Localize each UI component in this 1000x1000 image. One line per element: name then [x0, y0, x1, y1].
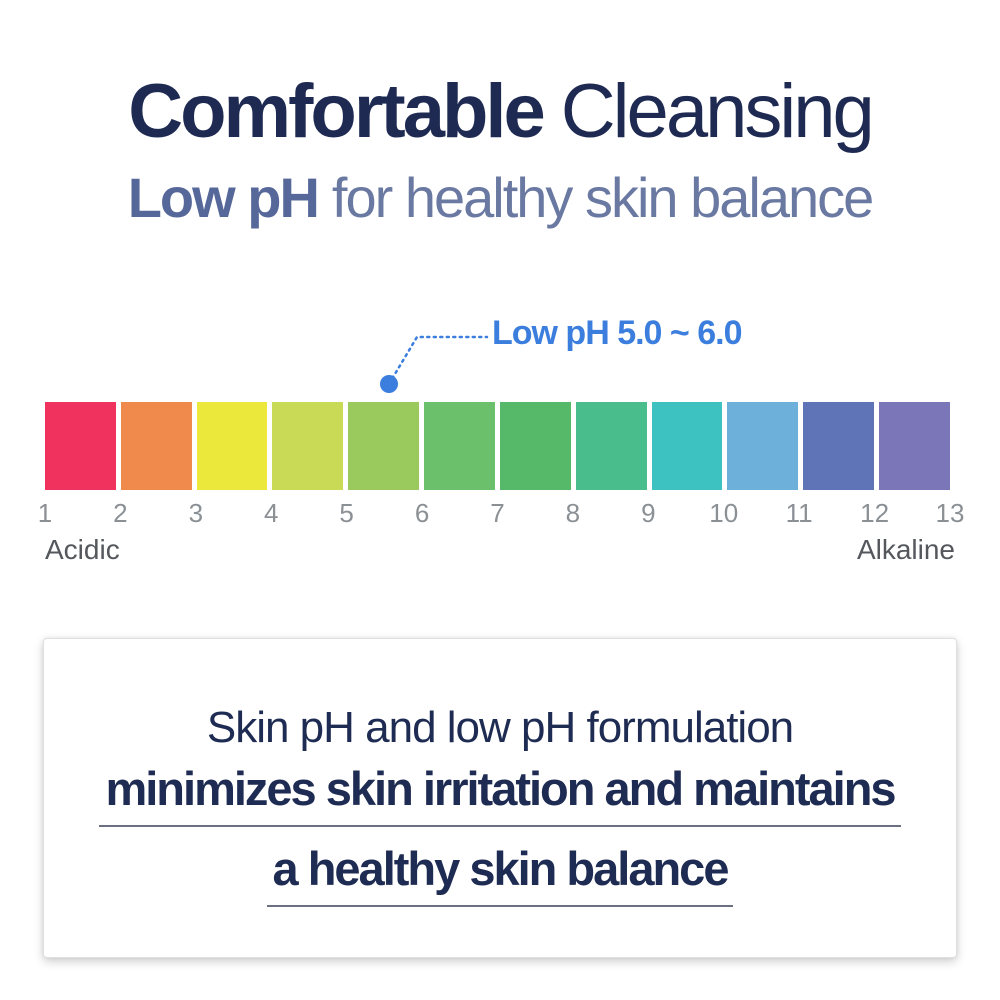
ph-tick-label: 3: [188, 498, 204, 528]
ph-square: [727, 402, 799, 490]
ph-square: [803, 402, 875, 490]
page-title: Comfortable Cleansing: [0, 74, 1000, 150]
ph-square: [575, 402, 647, 490]
ph-tick-label: 5: [339, 498, 354, 528]
ph-square: [651, 402, 723, 490]
ph-strip: [45, 402, 950, 490]
callout-marker-dot: [380, 375, 398, 393]
acidic-label: Acidic: [45, 534, 120, 565]
ph-tick-label: 1: [37, 498, 53, 528]
ph-tick-label: 11: [785, 498, 813, 528]
page-title-regular: Cleansing: [560, 69, 875, 154]
info-card-line1: Skin pH and low pH formulation: [206, 703, 794, 752]
callout-dotted-line: [387, 335, 489, 386]
ph-tick-label: 10: [709, 498, 739, 528]
info-card-line2-wrap: minimizes skin irritation and maintains: [44, 761, 956, 827]
ph-tick-label: 6: [414, 498, 430, 528]
ph-square: [45, 402, 116, 490]
info-card-line3-wrap: a healthy skin balance: [44, 841, 956, 907]
ph-square: [879, 402, 950, 490]
ph-square: [348, 402, 420, 490]
ph-square: [272, 402, 344, 490]
ph-square: [120, 402, 192, 490]
ph-tick-label: 9: [641, 498, 656, 528]
ph-square: [196, 402, 268, 490]
ph-square: [424, 402, 495, 490]
page-subtitle-bold: Low pH: [127, 166, 320, 229]
info-card: Skin pH and low pH formulation minimizes…: [43, 638, 957, 958]
ph-tick-label: 13: [935, 498, 965, 528]
ph-tick-label: 12: [860, 498, 890, 528]
ph-ticks: 1 2 3 4 5 6 7 8 9 10 11 12 13: [38, 498, 965, 528]
ph-tick-label: 7: [490, 498, 505, 528]
ph-square: [499, 402, 571, 490]
ph-tick-label: 4: [264, 498, 279, 528]
callout-label: Low pH 5.0 ~ 6.0: [492, 314, 742, 352]
info-card-line3: a healthy skin balance: [266, 841, 734, 907]
alkaline-label: Alkaline: [856, 534, 955, 565]
ph-tick-label: 8: [565, 498, 581, 528]
info-card-line2: minimizes skin irritation and maintains: [99, 761, 901, 827]
ph-tick-label: 2: [113, 498, 128, 528]
page-title-bold: Comfortable: [128, 69, 546, 154]
callout-leader: [380, 335, 489, 393]
page-subtitle: Low pH for healthy skin balance: [0, 170, 1000, 226]
page-subtitle-regular: for healthy skin balance: [331, 166, 874, 229]
